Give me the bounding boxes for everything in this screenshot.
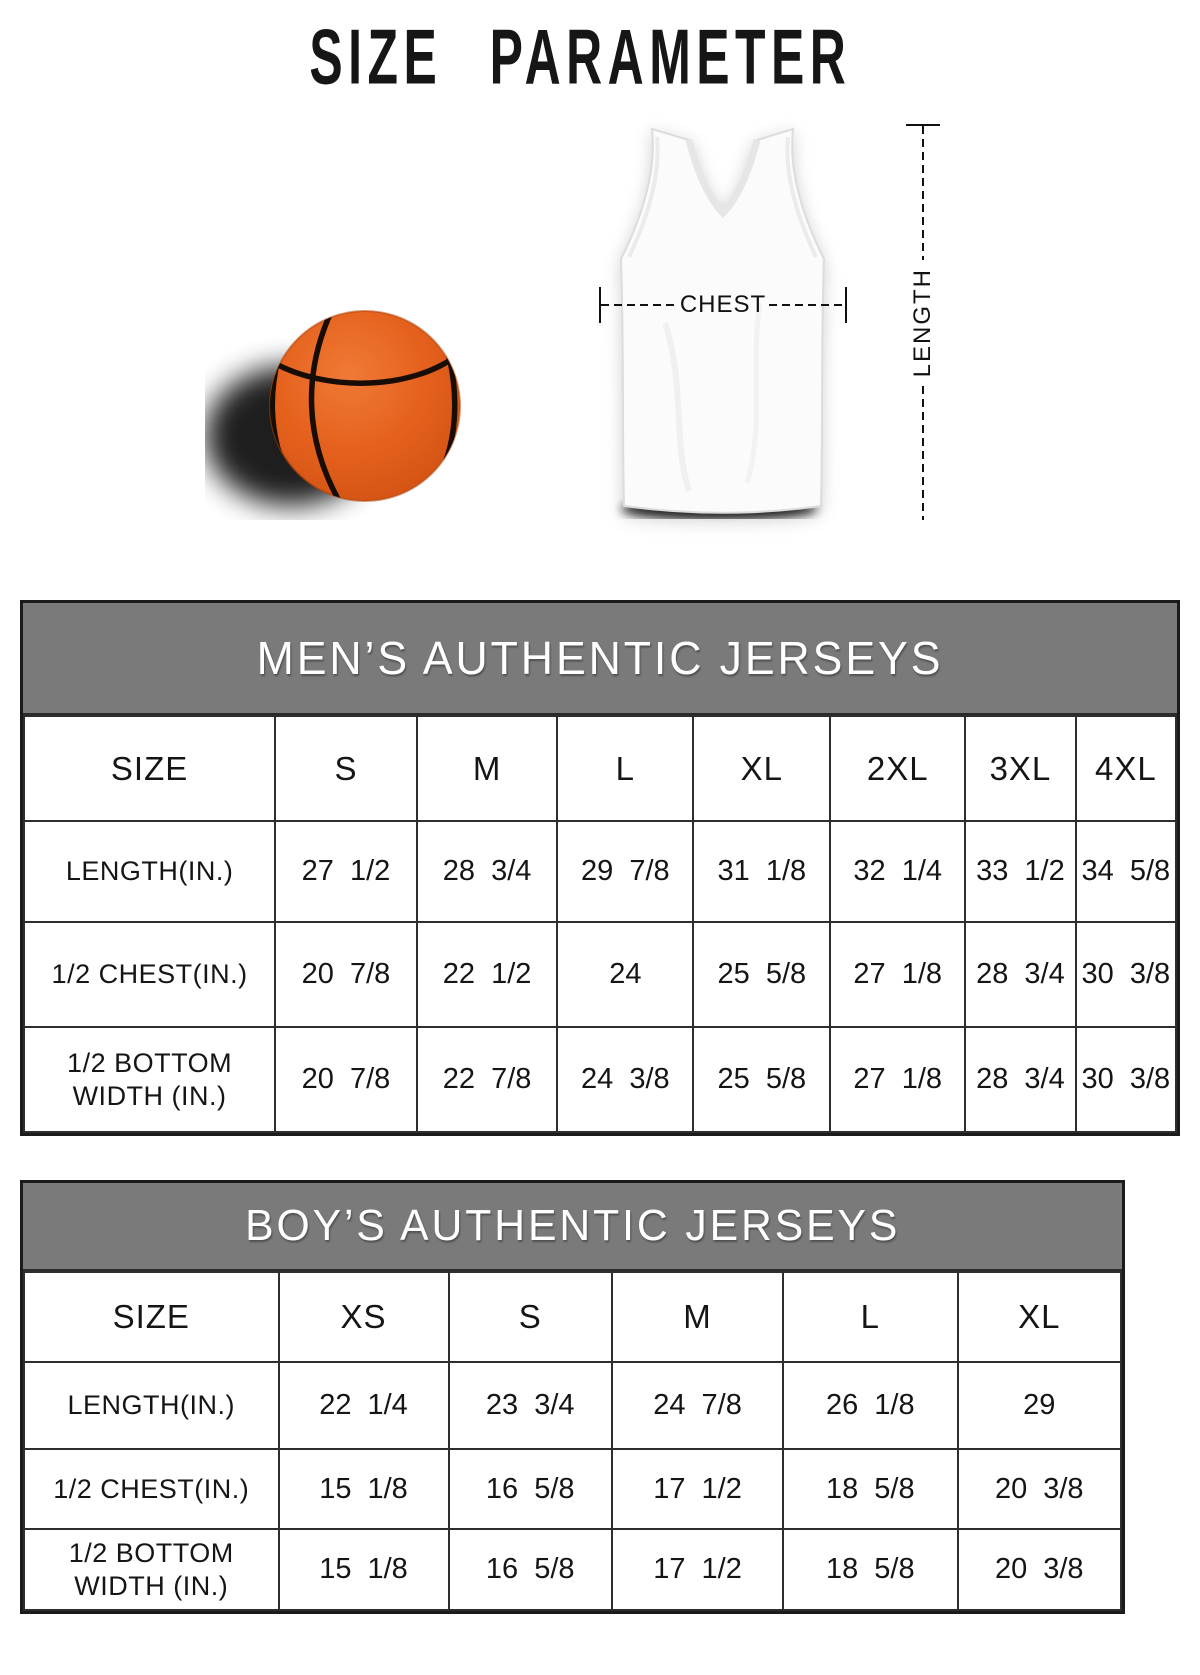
size-value-cell: 18 5/8 — [782, 1448, 959, 1530]
table-title: MEN’S AUTHENTIC JERSEYS — [256, 632, 944, 684]
page-title: SIZE PARAMETER — [0, 14, 1160, 100]
chest-dash-left — [601, 304, 677, 306]
size-value-cell: 23 3/4 — [447, 1361, 613, 1450]
size-value-cell: 20 3/8 — [956, 1528, 1123, 1611]
size-option-header-l: L — [556, 715, 695, 822]
size-option-header-4xl: 4XL — [1074, 715, 1178, 822]
size-option-header-3xl: 3XL — [964, 715, 1077, 822]
table-title-band: MEN’S AUTHENTIC JERSEYS — [23, 603, 1177, 715]
size-value-cell: 31 1/8 — [692, 820, 832, 923]
table-row: 1/2 CHEST(IN.) 20 7/8 22 1/2 24 25 5/8 27 1/8… — [22, 921, 1178, 1028]
size-option-header-xs: XS — [277, 1271, 450, 1363]
length-measurement-line: LENGTH — [905, 124, 941, 521]
size-value-cell: 26 1/8 — [782, 1361, 959, 1450]
measurement-row-label: 1/2 BOTTOM WIDTH (IN.) — [22, 1026, 277, 1133]
size-value-cell: 29 — [956, 1361, 1123, 1450]
size-value-cell: 16 5/8 — [447, 1528, 613, 1611]
chest-left-tick — [599, 287, 601, 323]
table-title-band: BOY’S AUTHENTIC JERSEYS — [23, 1183, 1122, 1271]
size-value-cell: 29 7/8 — [556, 820, 695, 923]
size-value-cell: 20 7/8 — [274, 921, 418, 1028]
size-option-header-2xl: 2XL — [829, 715, 967, 822]
size-value-cell: 24 3/8 — [556, 1026, 695, 1133]
size-value-cell: 25 5/8 — [692, 1026, 832, 1133]
table-row: LENGTH(IN.) 22 1/4 23 3/4 24 7/8 26 1/8 29 — [23, 1361, 1123, 1450]
size-value-cell: 24 — [556, 921, 695, 1028]
chest-dash-right — [769, 304, 845, 306]
size-value-cell: 22 1/2 — [415, 921, 559, 1028]
jersey-image — [619, 127, 826, 519]
size-value-cell: 17 1/2 — [610, 1448, 785, 1530]
size-value-cell: 15 1/8 — [277, 1448, 450, 1530]
table-title: BOY’S AUTHENTIC JERSEYS — [244, 1201, 901, 1250]
measurement-row-label: 1/2 CHEST(IN.) — [23, 1448, 280, 1530]
measurement-row-label: LENGTH(IN.) — [22, 820, 277, 923]
size-value-cell: 27 1/2 — [274, 820, 418, 923]
size-option-header-m: M — [415, 715, 559, 822]
size-option-header-xl: XL — [692, 715, 832, 822]
size-value-cell: 24 7/8 — [610, 1361, 785, 1450]
size-value-cell: 20 7/8 — [274, 1026, 418, 1133]
size-value-cell: 28 3/4 — [964, 921, 1077, 1028]
measurement-row-label: 1/2 CHEST(IN.) — [22, 921, 277, 1028]
table-row: LENGTH(IN.) 27 1/2 28 3/4 29 7/8 31 1/8 32 1/… — [22, 820, 1178, 923]
length-label: LENGTH — [909, 268, 936, 378]
size-value-cell: 16 5/8 — [447, 1448, 613, 1530]
size-value-cell: 27 1/8 — [829, 1026, 967, 1133]
size-option-header-xl: XL — [956, 1271, 1123, 1363]
boys-jerseys-size-chart: BOY’S AUTHENTIC JERSEYS SIZE XS S M L XL LENGTH… — [20, 1180, 1125, 1614]
size-value-cell: 32 1/4 — [829, 820, 967, 923]
size-column-header: SIZE — [23, 1271, 280, 1363]
size-value-cell: 25 5/8 — [692, 921, 832, 1028]
chest-right-tick — [845, 287, 847, 323]
size-value-cell: 15 1/8 — [277, 1528, 450, 1611]
size-value-cell: 28 3/4 — [964, 1026, 1077, 1133]
length-dash-bottom — [922, 385, 924, 521]
mens-jerseys-size-chart: MEN’S AUTHENTIC JERSEYS SIZE S M L XL 2XL 3XL 4X… — [20, 600, 1180, 1136]
chest-measurement-line: CHEST — [599, 287, 847, 323]
page-title-text: SIZE PARAMETER — [309, 12, 851, 101]
size-option-header-l: L — [782, 1271, 959, 1363]
size-value-cell: 22 7/8 — [415, 1026, 559, 1133]
size-value-cell: 20 3/8 — [956, 1448, 1123, 1530]
size-option-header-s: S — [274, 715, 418, 822]
size-value-cell: 17 1/2 — [610, 1528, 785, 1611]
table-row: 1/2 BOTTOM WIDTH (IN.) 20 7/8 22 7/8 24 3/8… — [22, 1026, 1178, 1133]
table-row: 1/2 CHEST(IN.) 15 1/8 16 5/8 17 1/2 18 5/8 20… — [23, 1448, 1123, 1530]
measurement-row-label: LENGTH(IN.) — [23, 1361, 280, 1450]
size-value-cell: 30 3/8 — [1074, 1026, 1178, 1133]
size-option-header-m: M — [610, 1271, 785, 1363]
chest-label: CHEST — [679, 291, 767, 318]
length-dash-top — [922, 126, 924, 261]
size-value-cell: 33 1/2 — [964, 820, 1077, 923]
basketball-image — [205, 310, 461, 506]
size-value-cell: 22 1/4 — [277, 1361, 450, 1450]
size-value-cell: 27 1/8 — [829, 921, 967, 1028]
size-option-header-s: S — [447, 1271, 613, 1363]
size-value-cell: 18 5/8 — [782, 1528, 959, 1611]
size-column-header: SIZE — [22, 715, 277, 822]
length-top-tick — [906, 124, 940, 126]
size-value-cell: 28 3/4 — [415, 820, 559, 923]
table-row: 1/2 BOTTOM WIDTH (IN.) 15 1/8 16 5/8 17 1/2… — [23, 1528, 1123, 1611]
size-value-cell: 34 5/8 — [1074, 820, 1178, 923]
measurement-row-label: 1/2 BOTTOM WIDTH (IN.) — [23, 1528, 280, 1611]
size-value-cell: 30 3/8 — [1074, 921, 1178, 1028]
